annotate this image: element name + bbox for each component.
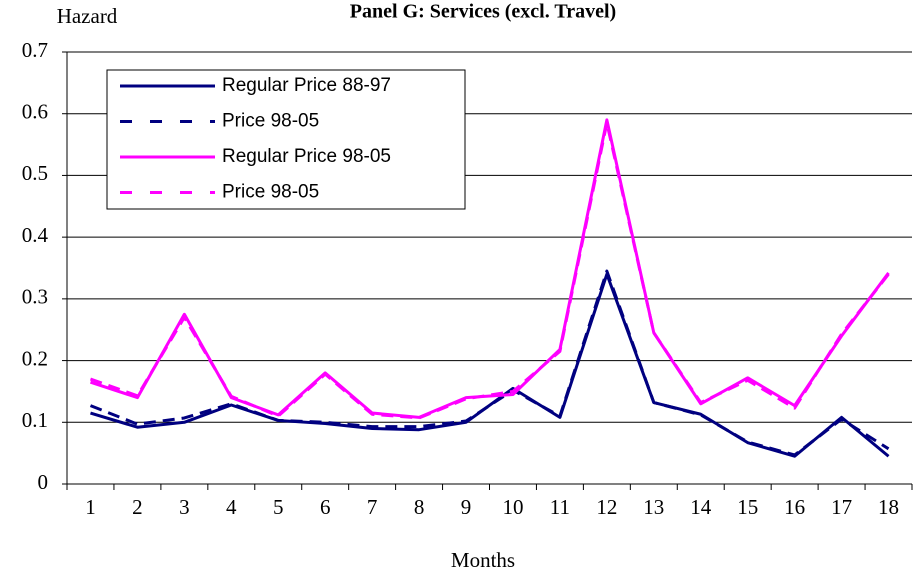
series-line [90,272,890,458]
y-tick-label: 0 [38,470,49,494]
x-tick-label: 17 [831,495,852,519]
x-tick-label: 14 [690,495,712,519]
y-tick-label: 0.5 [22,161,48,185]
x-tick-label: 1 [85,495,96,519]
chart-title: Panel G: Services (excl. Travel) [350,1,616,23]
legend-label: Regular Price 88-97 [222,75,391,96]
x-tick-label: 6 [320,495,331,519]
x-tick-label: 4 [226,495,237,519]
x-axis-label: Months [451,548,515,572]
x-tick-label: 16 [784,495,805,519]
y-tick-label: 0.2 [22,346,48,370]
y-tick-label: 0.7 [22,38,48,62]
legend-label: Regular Price 98-05 [222,146,391,167]
x-tick-label: 3 [179,495,190,519]
x-tick-label: 18 [878,495,899,519]
x-tick-label: 11 [550,495,570,519]
x-tick-label: 7 [367,495,378,519]
y-tick-label: 0.1 [22,408,48,432]
series-line [89,269,890,457]
series-line [89,121,890,420]
legend-label: Price 98-05 [222,182,319,203]
legend-box [106,69,466,210]
y-tick-label: 0.6 [22,100,48,124]
x-tick-label: 2 [132,495,143,519]
legend-label: Price 98-05 [222,111,319,132]
x-tick-label: 12 [596,495,617,519]
x-tick-label: 9 [461,495,472,519]
y-tick-label: 0.4 [22,223,49,247]
y-tick-label: 0.3 [22,285,48,309]
x-tick-label: 5 [273,495,284,519]
x-tick-label: 8 [414,495,425,519]
x-tick-label: 10 [502,495,523,519]
x-tick-label: 13 [643,495,664,519]
x-tick-label: 15 [737,495,758,519]
y-axis-label: Hazard [57,4,118,28]
